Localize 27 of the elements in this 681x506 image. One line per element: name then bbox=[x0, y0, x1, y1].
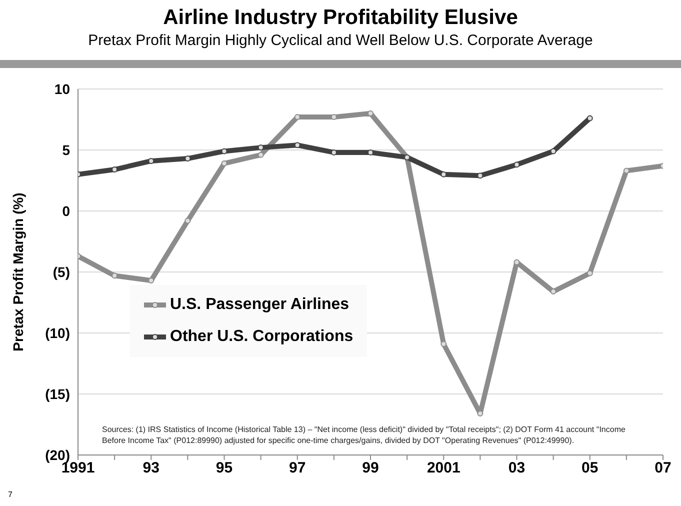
point bbox=[368, 149, 374, 156]
y-tick-label: 5 bbox=[62, 142, 70, 158]
y-tick-label: 0 bbox=[62, 202, 70, 219]
x-tick-label: 97 bbox=[289, 460, 306, 477]
x-tick-label: 95 bbox=[216, 460, 233, 477]
point bbox=[184, 218, 191, 224]
y-tick-label: (5) bbox=[52, 264, 70, 280]
y-tick-label: (15) bbox=[45, 386, 70, 402]
y-axis-title: Pretax Profit Margin (%) bbox=[10, 192, 26, 352]
annotation: Sources: (1) IRS Statistics of Income (Historical Table 13) – "Net income (less deficit)" divided by "Total receipts"; (2) DOT Form 41 account "Income Before Income Tax" (P012:89990) adjusted for specific one-time charges/gains, divided by DOT "Operating Revenues" (P012:49990). bbox=[102, 424, 626, 446]
point bbox=[514, 162, 520, 168]
x-tick-label: 03 bbox=[508, 460, 526, 477]
chart-subtitle: Pretax Profit Margin Highly Cyclical and Well Below U.S. Corporate Average bbox=[87, 32, 594, 49]
y-tick-label: (20) bbox=[45, 446, 70, 463]
legend-label: Other U.S. Corporations bbox=[170, 327, 354, 347]
legend-label: U.S. Passenger Airlines bbox=[170, 295, 350, 315]
x-tick-label: 05 bbox=[582, 460, 598, 477]
x-tick-label: 93 bbox=[142, 460, 160, 477]
text: 7 bbox=[8, 490, 12, 499]
y-tick-label: 10 bbox=[54, 80, 70, 97]
chart-title: Airline Industry Profitability Elusive bbox=[162, 5, 519, 30]
x-tick-label: 07 bbox=[654, 460, 672, 477]
y-tick-label: (10) bbox=[45, 324, 70, 341]
point bbox=[586, 115, 593, 122]
x-tick-label: 99 bbox=[362, 460, 379, 477]
x-tick-label: 2001 bbox=[426, 460, 460, 477]
point bbox=[586, 270, 593, 276]
